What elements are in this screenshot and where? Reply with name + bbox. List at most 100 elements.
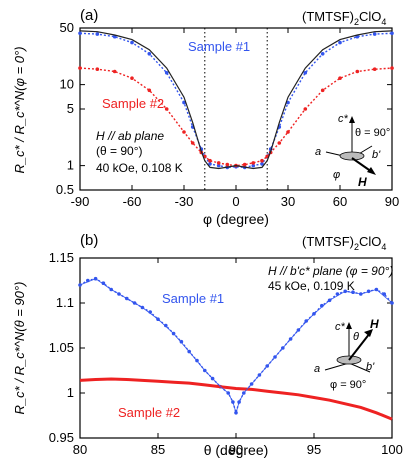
series-sample-1-point: [208, 162, 212, 166]
panel-b-field: H // b'c* plane (φ = 90°): [268, 264, 393, 278]
panel-b-legend-s2: Sample #2: [118, 405, 180, 420]
series-sample-2-point: [320, 88, 325, 93]
series-sample-2-point: [208, 158, 212, 163]
x-tick-label: -60: [123, 194, 142, 209]
y-tick-label: 5: [67, 101, 74, 116]
y-tick-label: 1.05: [49, 340, 74, 355]
panel-a-label: (a): [80, 7, 98, 24]
panel-a-field: H // ab plane: [96, 129, 164, 143]
series-sample-2-point: [164, 107, 169, 111]
series-sample-2-point: [147, 88, 152, 93]
panel-a-xlabel: φ (degree): [203, 211, 269, 227]
panel-a-legend-s1: Sample #1: [188, 39, 250, 54]
y-tick-label: 1: [67, 385, 74, 400]
x-tick-label: -30: [175, 194, 194, 209]
series-sample-1-point: [260, 162, 264, 166]
series-sample-2-point: [112, 69, 117, 74]
inset-b-a-axis: a: [314, 363, 320, 375]
series-sample-2-point: [216, 161, 221, 165]
series-sample-1-point: [251, 163, 256, 168]
panel-a-series: [78, 30, 394, 170]
series-sample-1-line: [79, 32, 393, 169]
series-sample-2-point: [355, 69, 360, 74]
inset-b-H: H: [370, 317, 379, 331]
y-tick-label: 0.5: [56, 182, 74, 197]
series-sample-1-point: [286, 100, 290, 105]
series-sample-2-point: [390, 66, 394, 70]
series-sample-1-point: [338, 40, 342, 45]
y-tick-label: 0.95: [49, 430, 74, 445]
inset-b-c-axis: c*: [335, 321, 346, 333]
series-sample-1-point: [179, 339, 184, 344]
series-sample-2-line: [79, 377, 393, 421]
series-sample-1-point: [304, 319, 309, 323]
inset-a-theta: θ = 90°: [355, 127, 390, 139]
x-tick-label: 100: [381, 442, 403, 457]
panel-b-xlabel: θ (degree): [204, 442, 269, 458]
panel-b-inset: c* θ H a b' φ = 90°: [314, 317, 379, 391]
x-tick-label: 80: [73, 442, 87, 457]
panel-a-vlines: [204, 28, 268, 190]
series-sample-1-point: [182, 100, 186, 105]
series-sample-2-point: [303, 107, 308, 111]
panel-b-conditions: 45 kOe, 0.109 K: [268, 279, 355, 293]
series-sample-1-point: [95, 32, 100, 36]
panel-b-legend-s1: Sample #1: [162, 291, 224, 306]
x-tick-label: 90: [385, 194, 399, 209]
series-sample-2-point: [251, 161, 256, 165]
panel-a-conditions: 40 kOe, 0.108 K: [96, 161, 183, 175]
series-sample-1-point: [382, 292, 387, 296]
series-sample-2-point: [260, 158, 264, 163]
panel-b-series: [78, 276, 394, 421]
y-tick-label: 1: [67, 158, 74, 173]
inset-a-c-axis: c*: [338, 113, 349, 125]
panel-a-ylabel: R_c* / R_c*^N(φ = 0°): [12, 46, 27, 173]
series-sample-1-point: [164, 71, 169, 75]
series-sample-2-point: [225, 162, 230, 167]
inset-a-H: H: [358, 175, 367, 189]
panel-a-inset: c* θ = 90° a b' φ H: [315, 113, 390, 189]
series-sample-1-point: [390, 31, 394, 36]
inset-a-a-axis: a: [315, 146, 321, 158]
series-sample-1-point: [130, 40, 134, 45]
panel-a-compound: (TMTSF)2ClO4: [302, 9, 386, 27]
x-tick-label: 30: [281, 194, 295, 209]
series-sample-1-point: [303, 71, 308, 75]
y-tick-label: 10: [60, 77, 74, 92]
panel-a-legend-s2: Sample #2: [102, 96, 164, 111]
series-sample-1-point: [372, 32, 377, 36]
panel-a-theta: (θ = 90°): [96, 144, 143, 158]
y-tick-label: 50: [60, 20, 74, 35]
inset-b-theta: θ: [353, 331, 359, 343]
x-tick-label: 60: [333, 194, 347, 209]
series-sample-1-point: [78, 31, 82, 36]
series-sample-1-point: [216, 163, 221, 168]
x-tick-label: 0: [232, 194, 239, 209]
series-sample-2-point: [130, 76, 134, 80]
series-sample-2-point: [277, 141, 282, 145]
x-tick-label: 95: [307, 442, 321, 457]
panel-b-label: (b): [80, 232, 98, 249]
series-sample-2-line: [79, 67, 393, 167]
series-sample-2-point: [286, 130, 290, 134]
series-fit-2-line: [79, 30, 393, 170]
panel-b-ticks: 80 85 90 95 100 0.95 1 1.05 1.1 1.15: [49, 250, 403, 457]
x-tick-label: -90: [71, 194, 90, 209]
inset-b-b-axis: b': [366, 361, 375, 373]
panel-b-ylabel: R_c* / R_c*^N(θ = 90°): [12, 282, 27, 415]
series-fit-2-line: [79, 278, 393, 415]
inset-b-phi: φ = 90°: [330, 379, 366, 391]
series-sample-2-point: [338, 76, 342, 80]
series-sample-1-point: [320, 52, 325, 56]
series-sample-2-point: [182, 130, 186, 134]
inset-a-phi: φ: [333, 169, 340, 181]
y-tick-label: 1.15: [49, 250, 74, 265]
series-sample-2-point: [372, 67, 377, 71]
panel-b-compound: (TMTSF)2ClO4: [302, 234, 386, 252]
x-tick-label: 85: [151, 442, 165, 457]
panel-a-ticks: -90 -60 -30 0 30 60 90 0.5 1 5 10 50: [56, 20, 399, 209]
series-sample-2-point: [242, 162, 247, 167]
panel-a: (a) (TMTSF)2ClO4 -90 -60 -30 0 30 60 90 0.5 1 5 10…: [12, 7, 399, 227]
series-sample-2-point: [95, 67, 100, 71]
